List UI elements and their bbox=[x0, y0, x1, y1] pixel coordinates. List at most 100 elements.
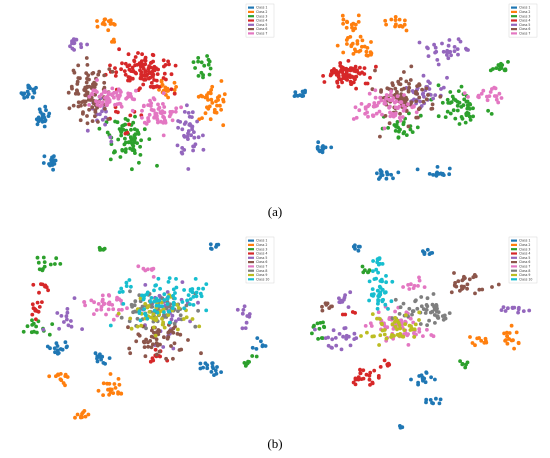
point-class-1 bbox=[208, 242, 213, 247]
legend-swatch-class-1 bbox=[248, 239, 254, 242]
point-class-1 bbox=[447, 172, 452, 177]
point-class-6 bbox=[490, 285, 494, 289]
point-class-3 bbox=[404, 133, 409, 138]
point-class-2 bbox=[166, 88, 171, 93]
legend-swatch-class-8 bbox=[511, 269, 517, 272]
point-class-3 bbox=[468, 102, 473, 107]
point-class-6 bbox=[150, 328, 154, 333]
point-class-10 bbox=[194, 290, 199, 295]
point-class-4 bbox=[151, 84, 156, 89]
point-class-6 bbox=[399, 87, 404, 92]
point-class-1 bbox=[433, 377, 437, 382]
point-class-1 bbox=[209, 370, 214, 374]
point-class-3 bbox=[193, 66, 198, 70]
point-class-5 bbox=[192, 135, 197, 140]
point-class-7 bbox=[170, 118, 175, 123]
point-class-6 bbox=[421, 99, 426, 104]
point-class-7 bbox=[399, 100, 403, 104]
point-class-5 bbox=[329, 345, 334, 350]
point-class-2 bbox=[105, 381, 110, 386]
point-class-9 bbox=[377, 343, 381, 347]
point-class-4 bbox=[126, 52, 131, 57]
point-class-9 bbox=[395, 327, 399, 332]
point-class-10 bbox=[377, 292, 382, 297]
point-class-2 bbox=[473, 343, 477, 348]
point-class-1 bbox=[35, 122, 40, 127]
legend-swatch-class-1 bbox=[511, 6, 517, 9]
point-class-3 bbox=[199, 60, 204, 65]
point-class-2 bbox=[106, 28, 111, 33]
point-class-6 bbox=[460, 278, 465, 283]
point-class-1 bbox=[37, 107, 42, 112]
point-class-3 bbox=[398, 127, 402, 132]
point-class-1 bbox=[213, 368, 218, 373]
point-class-6 bbox=[146, 340, 150, 345]
point-class-2 bbox=[389, 17, 394, 22]
point-class-7 bbox=[116, 87, 121, 92]
point-class-3 bbox=[460, 116, 465, 121]
point-class-7 bbox=[92, 300, 96, 305]
point-class-6 bbox=[414, 89, 418, 94]
point-class-3 bbox=[321, 320, 325, 325]
point-class-9 bbox=[359, 334, 363, 338]
point-class-9 bbox=[417, 318, 421, 322]
point-class-3 bbox=[471, 106, 475, 111]
point-class-6 bbox=[398, 111, 402, 116]
point-class-6 bbox=[127, 346, 132, 351]
point-class-1 bbox=[48, 163, 52, 168]
point-class-6 bbox=[78, 118, 83, 123]
point-class-7 bbox=[111, 307, 116, 312]
point-class-2 bbox=[360, 38, 365, 43]
point-class-7 bbox=[488, 90, 493, 94]
point-class-7 bbox=[372, 101, 377, 105]
point-class-5 bbox=[196, 135, 201, 140]
point-class-10 bbox=[173, 291, 177, 295]
point-class-4 bbox=[46, 288, 50, 293]
point-class-7 bbox=[82, 300, 86, 304]
point-class-3 bbox=[418, 113, 423, 118]
point-class-6 bbox=[199, 351, 203, 356]
point-class-5 bbox=[186, 111, 191, 115]
point-class-3 bbox=[360, 264, 365, 269]
point-class-5 bbox=[242, 304, 247, 309]
point-class-1 bbox=[440, 172, 445, 177]
point-class-5 bbox=[201, 147, 206, 152]
point-class-9 bbox=[151, 312, 156, 317]
point-class-5 bbox=[240, 311, 245, 316]
point-class-4 bbox=[360, 70, 364, 75]
point-class-4 bbox=[342, 67, 347, 72]
point-class-10 bbox=[166, 280, 171, 284]
point-class-6 bbox=[96, 120, 100, 124]
point-class-3 bbox=[48, 262, 53, 267]
point-class-2 bbox=[484, 340, 489, 345]
point-class-5 bbox=[503, 309, 508, 313]
point-class-6 bbox=[496, 282, 501, 287]
point-class-1 bbox=[295, 94, 300, 98]
point-class-2 bbox=[360, 44, 364, 49]
point-class-6 bbox=[110, 69, 115, 74]
point-class-5 bbox=[64, 314, 69, 319]
point-class-3 bbox=[410, 130, 415, 135]
point-class-5 bbox=[341, 334, 345, 339]
point-class-4 bbox=[108, 63, 112, 68]
point-class-6 bbox=[85, 91, 90, 96]
point-class-9 bbox=[161, 320, 166, 325]
legend-label: Class 5 bbox=[519, 23, 530, 27]
point-class-10 bbox=[129, 284, 133, 289]
point-class-2 bbox=[166, 95, 171, 100]
point-class-6 bbox=[91, 71, 96, 75]
legend-swatch-class-5 bbox=[248, 23, 254, 26]
point-class-6 bbox=[103, 107, 107, 111]
point-class-6 bbox=[76, 63, 81, 68]
point-class-5 bbox=[244, 320, 249, 325]
point-class-6 bbox=[465, 286, 469, 291]
point-class-3 bbox=[317, 326, 322, 331]
point-class-9 bbox=[138, 296, 143, 301]
point-class-5 bbox=[100, 109, 104, 114]
point-class-2 bbox=[514, 330, 519, 335]
point-class-5 bbox=[80, 327, 84, 331]
point-class-5 bbox=[344, 336, 349, 341]
point-class-3 bbox=[407, 111, 411, 116]
point-class-4 bbox=[358, 65, 362, 70]
point-class-7 bbox=[421, 334, 425, 338]
